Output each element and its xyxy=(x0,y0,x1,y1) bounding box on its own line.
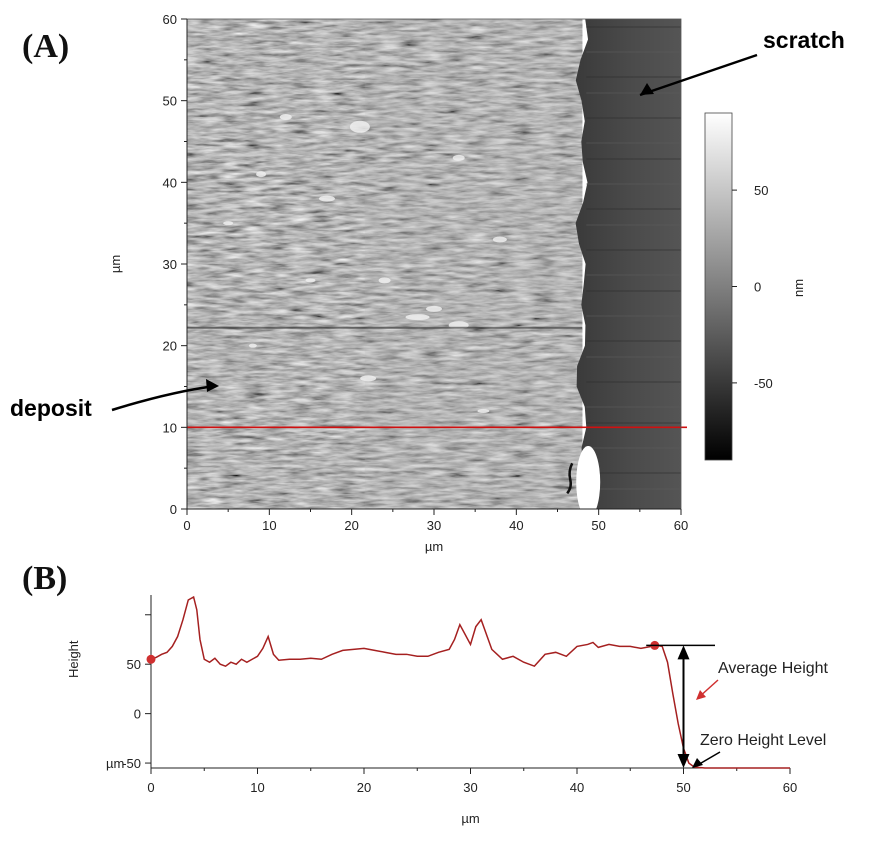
edge-dark-speck xyxy=(566,462,574,495)
zero-height-pointer-head xyxy=(692,758,703,768)
profile-marker xyxy=(146,654,156,664)
a-y-tick-label: 40 xyxy=(163,175,177,190)
b-x-tick-label: 60 xyxy=(783,780,797,795)
particle xyxy=(318,195,335,202)
a-x-tick-label: 30 xyxy=(427,518,441,533)
b-x-tick-label: 40 xyxy=(570,780,584,795)
b-y-tick-label: 50 xyxy=(127,657,141,672)
particle xyxy=(452,154,465,161)
height-profile-line xyxy=(150,595,790,769)
particle xyxy=(405,314,430,321)
colorbar-unit-label: nm xyxy=(791,279,806,297)
colorbar xyxy=(704,112,733,461)
b-x-tick-label: 10 xyxy=(250,780,264,795)
particle xyxy=(349,120,370,133)
panel-b-label: (B) xyxy=(22,560,68,597)
a-y-tick-label: 10 xyxy=(163,420,177,435)
particle xyxy=(492,236,507,243)
a-x-tick-label: 40 xyxy=(509,518,523,533)
scratch-annotation: scratch xyxy=(763,27,845,53)
b-y-unit-label: µm xyxy=(106,756,124,771)
a-y-axis-title: µm xyxy=(108,255,123,273)
average-height-label: Average Height xyxy=(718,660,829,677)
deposit-arrowhead xyxy=(206,379,219,392)
b-x-tick-label: 0 xyxy=(147,780,154,795)
a-y-tick-label: 0 xyxy=(170,502,177,517)
b-x-axis-title: µm xyxy=(461,811,479,826)
a-x-tick-label: 20 xyxy=(344,518,358,533)
zero-height-label: Zero Height Level xyxy=(700,732,826,749)
a-x-tick-label: 50 xyxy=(591,518,605,533)
height-arrowhead-bottom xyxy=(677,754,690,768)
b-x-tick-label: 50 xyxy=(676,780,690,795)
particle xyxy=(223,221,234,226)
a-y-tick-label: 30 xyxy=(163,257,177,272)
particle xyxy=(426,305,442,312)
afm-image xyxy=(187,19,681,519)
edge-bright-spot xyxy=(576,446,601,519)
particle xyxy=(256,171,267,178)
particle xyxy=(477,409,490,413)
particle xyxy=(378,277,391,284)
a-x-tick-label: 60 xyxy=(674,518,688,533)
colorbar-tick-label: 0 xyxy=(754,280,761,295)
a-x-axis-title: µm xyxy=(425,539,443,554)
deposit-arrow xyxy=(111,384,216,412)
a-y-tick-label: 50 xyxy=(163,94,177,109)
colorbar-tick-label: 50 xyxy=(754,183,768,198)
panel-a-label: (A) xyxy=(22,28,70,65)
b-y-tick-label: -50 xyxy=(122,756,141,771)
particle xyxy=(248,343,257,348)
a-y-tick-label: 20 xyxy=(163,339,177,354)
a-x-tick-label: 10 xyxy=(262,518,276,533)
a-x-tick-label: 0 xyxy=(183,518,190,533)
scratch-region xyxy=(575,19,681,509)
particle xyxy=(360,375,377,382)
height-arrowhead-top xyxy=(677,645,690,660)
deposit-bright-band xyxy=(364,19,583,509)
colorbar-tick-label: -50 xyxy=(754,376,773,391)
b-y-axis-title: Height xyxy=(66,640,81,678)
b-x-tick-label: 30 xyxy=(463,780,477,795)
particle xyxy=(279,114,292,120)
particle xyxy=(305,278,316,283)
b-x-tick-label: 20 xyxy=(357,780,371,795)
average-height-pointer-head xyxy=(696,690,706,700)
scratch-arrowhead xyxy=(640,83,654,95)
deposit-annotation: deposit xyxy=(10,395,92,421)
scratch-arrow xyxy=(639,53,758,97)
a-y-tick-label: 60 xyxy=(163,12,177,27)
b-y-tick-label: 0 xyxy=(134,707,141,722)
